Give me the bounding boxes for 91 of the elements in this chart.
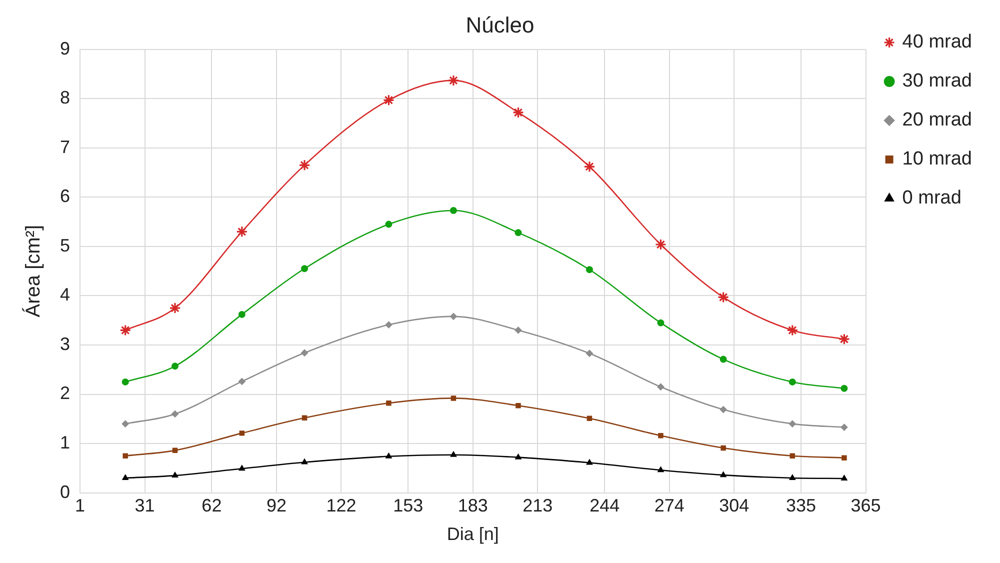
point — [654, 238, 667, 250]
point — [172, 472, 178, 478]
legend-label: 0 mrad — [902, 188, 962, 209]
x-tick-label: 122 — [326, 496, 356, 516]
x-tick-label: 183 — [458, 496, 488, 516]
point — [238, 465, 246, 471]
x-tick-label: 1 — [75, 496, 86, 516]
x-tick-label: 335 — [786, 496, 816, 516]
point — [385, 220, 392, 228]
point — [239, 430, 245, 436]
y-tick-label: 1 — [60, 432, 70, 452]
point — [122, 378, 129, 386]
point — [720, 356, 727, 363]
point — [169, 302, 181, 314]
point — [657, 383, 664, 390]
point — [838, 333, 850, 345]
y-tick-label: 6 — [60, 186, 70, 206]
point — [386, 452, 392, 458]
point — [788, 378, 796, 386]
point — [385, 321, 392, 328]
point — [301, 349, 308, 356]
y-tick-label: 2 — [60, 383, 70, 404]
x-tick-label: 304 — [719, 496, 750, 516]
point — [122, 453, 128, 458]
point — [840, 424, 848, 431]
point — [238, 378, 246, 385]
point — [298, 159, 310, 171]
point — [514, 326, 522, 334]
point — [786, 324, 798, 336]
x-tick-label: 31 — [134, 496, 155, 516]
chart-title: Núcleo — [466, 12, 534, 38]
point — [840, 384, 848, 392]
legend-label: 10 mrad — [902, 148, 972, 170]
point — [302, 415, 308, 421]
point — [516, 402, 521, 408]
point — [658, 466, 664, 472]
point — [586, 416, 592, 422]
x-tick-label: 213 — [522, 496, 553, 516]
y-tick-label: 9 — [60, 38, 70, 58]
point — [122, 420, 129, 428]
x-tick-label: 62 — [202, 496, 222, 516]
point — [841, 475, 848, 481]
point — [238, 310, 246, 318]
point — [448, 74, 460, 86]
y-axis-title: Área [cm²] — [22, 224, 45, 318]
y-tick-label: 7 — [60, 136, 70, 157]
x-tick-label: 274 — [654, 496, 684, 516]
point — [172, 448, 178, 454]
point — [720, 406, 727, 414]
point — [657, 319, 664, 326]
point — [301, 458, 308, 464]
point — [718, 291, 730, 304]
point — [584, 160, 596, 172]
point — [720, 445, 726, 451]
point — [450, 312, 457, 320]
point — [450, 396, 456, 401]
point — [236, 226, 248, 238]
y-tick-label: 8 — [60, 88, 70, 108]
legend-label: 40 mrad — [902, 32, 972, 53]
y-tick-label: 4 — [60, 284, 70, 305]
point — [658, 433, 664, 438]
point — [171, 410, 178, 418]
point — [790, 453, 796, 458]
point — [515, 454, 522, 460]
x-tick-label: 153 — [393, 496, 424, 516]
x-tick-label: 92 — [266, 496, 286, 516]
x-tick-label: 244 — [590, 496, 620, 516]
point — [789, 474, 796, 480]
x-axis-title: Dia [n] — [446, 524, 499, 544]
point — [586, 459, 593, 465]
x-tick-label: 365 — [850, 496, 881, 516]
point — [514, 229, 522, 236]
point — [512, 106, 524, 118]
point — [586, 266, 593, 274]
legend-label: 20 mrad — [902, 110, 972, 131]
point — [450, 207, 457, 214]
point — [382, 94, 395, 106]
point — [720, 472, 726, 478]
point — [586, 350, 593, 357]
legend-label: 30 mrad — [902, 70, 972, 92]
point — [788, 420, 796, 428]
point — [171, 362, 178, 370]
y-tick-label: 0 — [60, 482, 70, 502]
point — [122, 474, 128, 480]
point — [301, 265, 308, 272]
point — [450, 451, 457, 457]
y-tick-label: 3 — [60, 334, 70, 354]
point — [120, 324, 132, 336]
point — [842, 455, 847, 460]
point — [386, 400, 392, 406]
y-tick-label: 5 — [60, 235, 70, 256]
